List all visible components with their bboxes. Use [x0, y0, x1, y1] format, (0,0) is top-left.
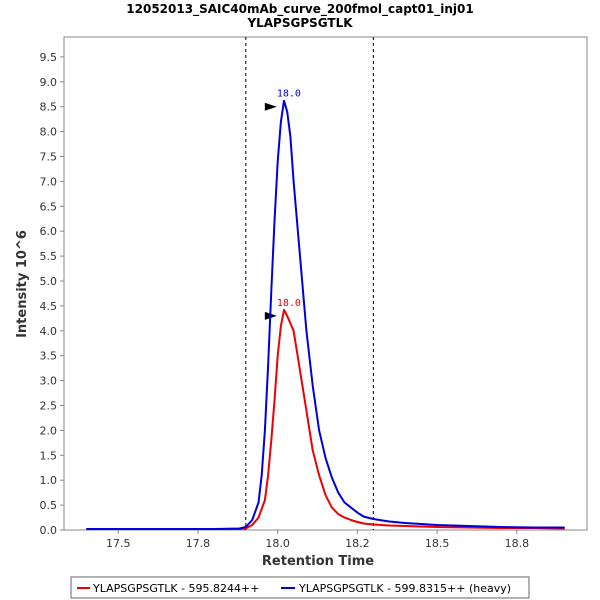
x-tick-label: 18.2	[345, 537, 370, 550]
peak-label: 18.0	[277, 89, 301, 100]
x-tick-label: 17.5	[106, 537, 131, 550]
y-tick-label: 8.0	[40, 126, 58, 139]
x-tick-label: 18.0	[265, 537, 290, 550]
y-tick-label: 2.5	[40, 400, 58, 413]
y-tick-label: 9.5	[40, 51, 58, 64]
series-line-heavy	[86, 99, 565, 530]
y-tick-label: 0.5	[40, 499, 58, 512]
legend-entry-heavy: YLAPSGPSGTLK - 599.8315++ (heavy)	[298, 582, 511, 595]
legend-entry-light: YLAPSGPSGTLK - 595.8244++	[92, 582, 259, 595]
y-tick-label: 6.5	[40, 200, 58, 213]
y-tick-label: 1.0	[40, 474, 58, 487]
x-tick-label: 18.5	[425, 537, 450, 550]
plot-area: 0.0 0.5 1.0 1.5 2.0 2.5 3.0 3.5 4.0 4.5 5.0 5.5 6.0 6…	[40, 36, 588, 550]
y-tick-label: 8.5	[40, 101, 58, 114]
y-tick-label: 2.0	[40, 424, 58, 437]
y-tick-label: 7.5	[40, 151, 58, 164]
y-tick-label: 7.0	[40, 175, 58, 188]
y-tick-label: 4.0	[40, 325, 58, 338]
y-axis-label: Intensity 10^6	[15, 230, 30, 338]
y-tick-label: 6.0	[40, 225, 58, 238]
y-tick-label: 1.5	[40, 449, 58, 462]
x-tick-label: 17.8	[186, 537, 211, 550]
peak-arrow	[264, 102, 277, 111]
y-tick-label: 5.0	[40, 275, 58, 288]
y-tick-label: 3.0	[40, 375, 58, 388]
series-line-light	[86, 308, 565, 530]
y-tick-label: 5.5	[40, 250, 58, 263]
y-tick-label: 4.5	[40, 300, 58, 313]
peak-label: 18.0	[277, 298, 301, 309]
legend: YLAPSGPSGTLK - 595.8244++ YLAPSGPSGTLK -…	[70, 576, 530, 599]
x-axis-label: Retention Time	[262, 554, 374, 569]
y-tick-label: 0.0	[40, 524, 58, 537]
plot-frame	[63, 36, 588, 531]
chart-subtitle: YLAPSGPSGTLK	[246, 16, 353, 30]
legend-box	[70, 576, 530, 599]
y-tick-label: 9.0	[40, 76, 58, 89]
y-tick-label: 3.5	[40, 350, 58, 363]
chart-title: 12052013_SAIC40mAb_curve_200fmol_capt01_…	[126, 2, 473, 17]
x-tick-label: 18.8	[505, 537, 530, 550]
